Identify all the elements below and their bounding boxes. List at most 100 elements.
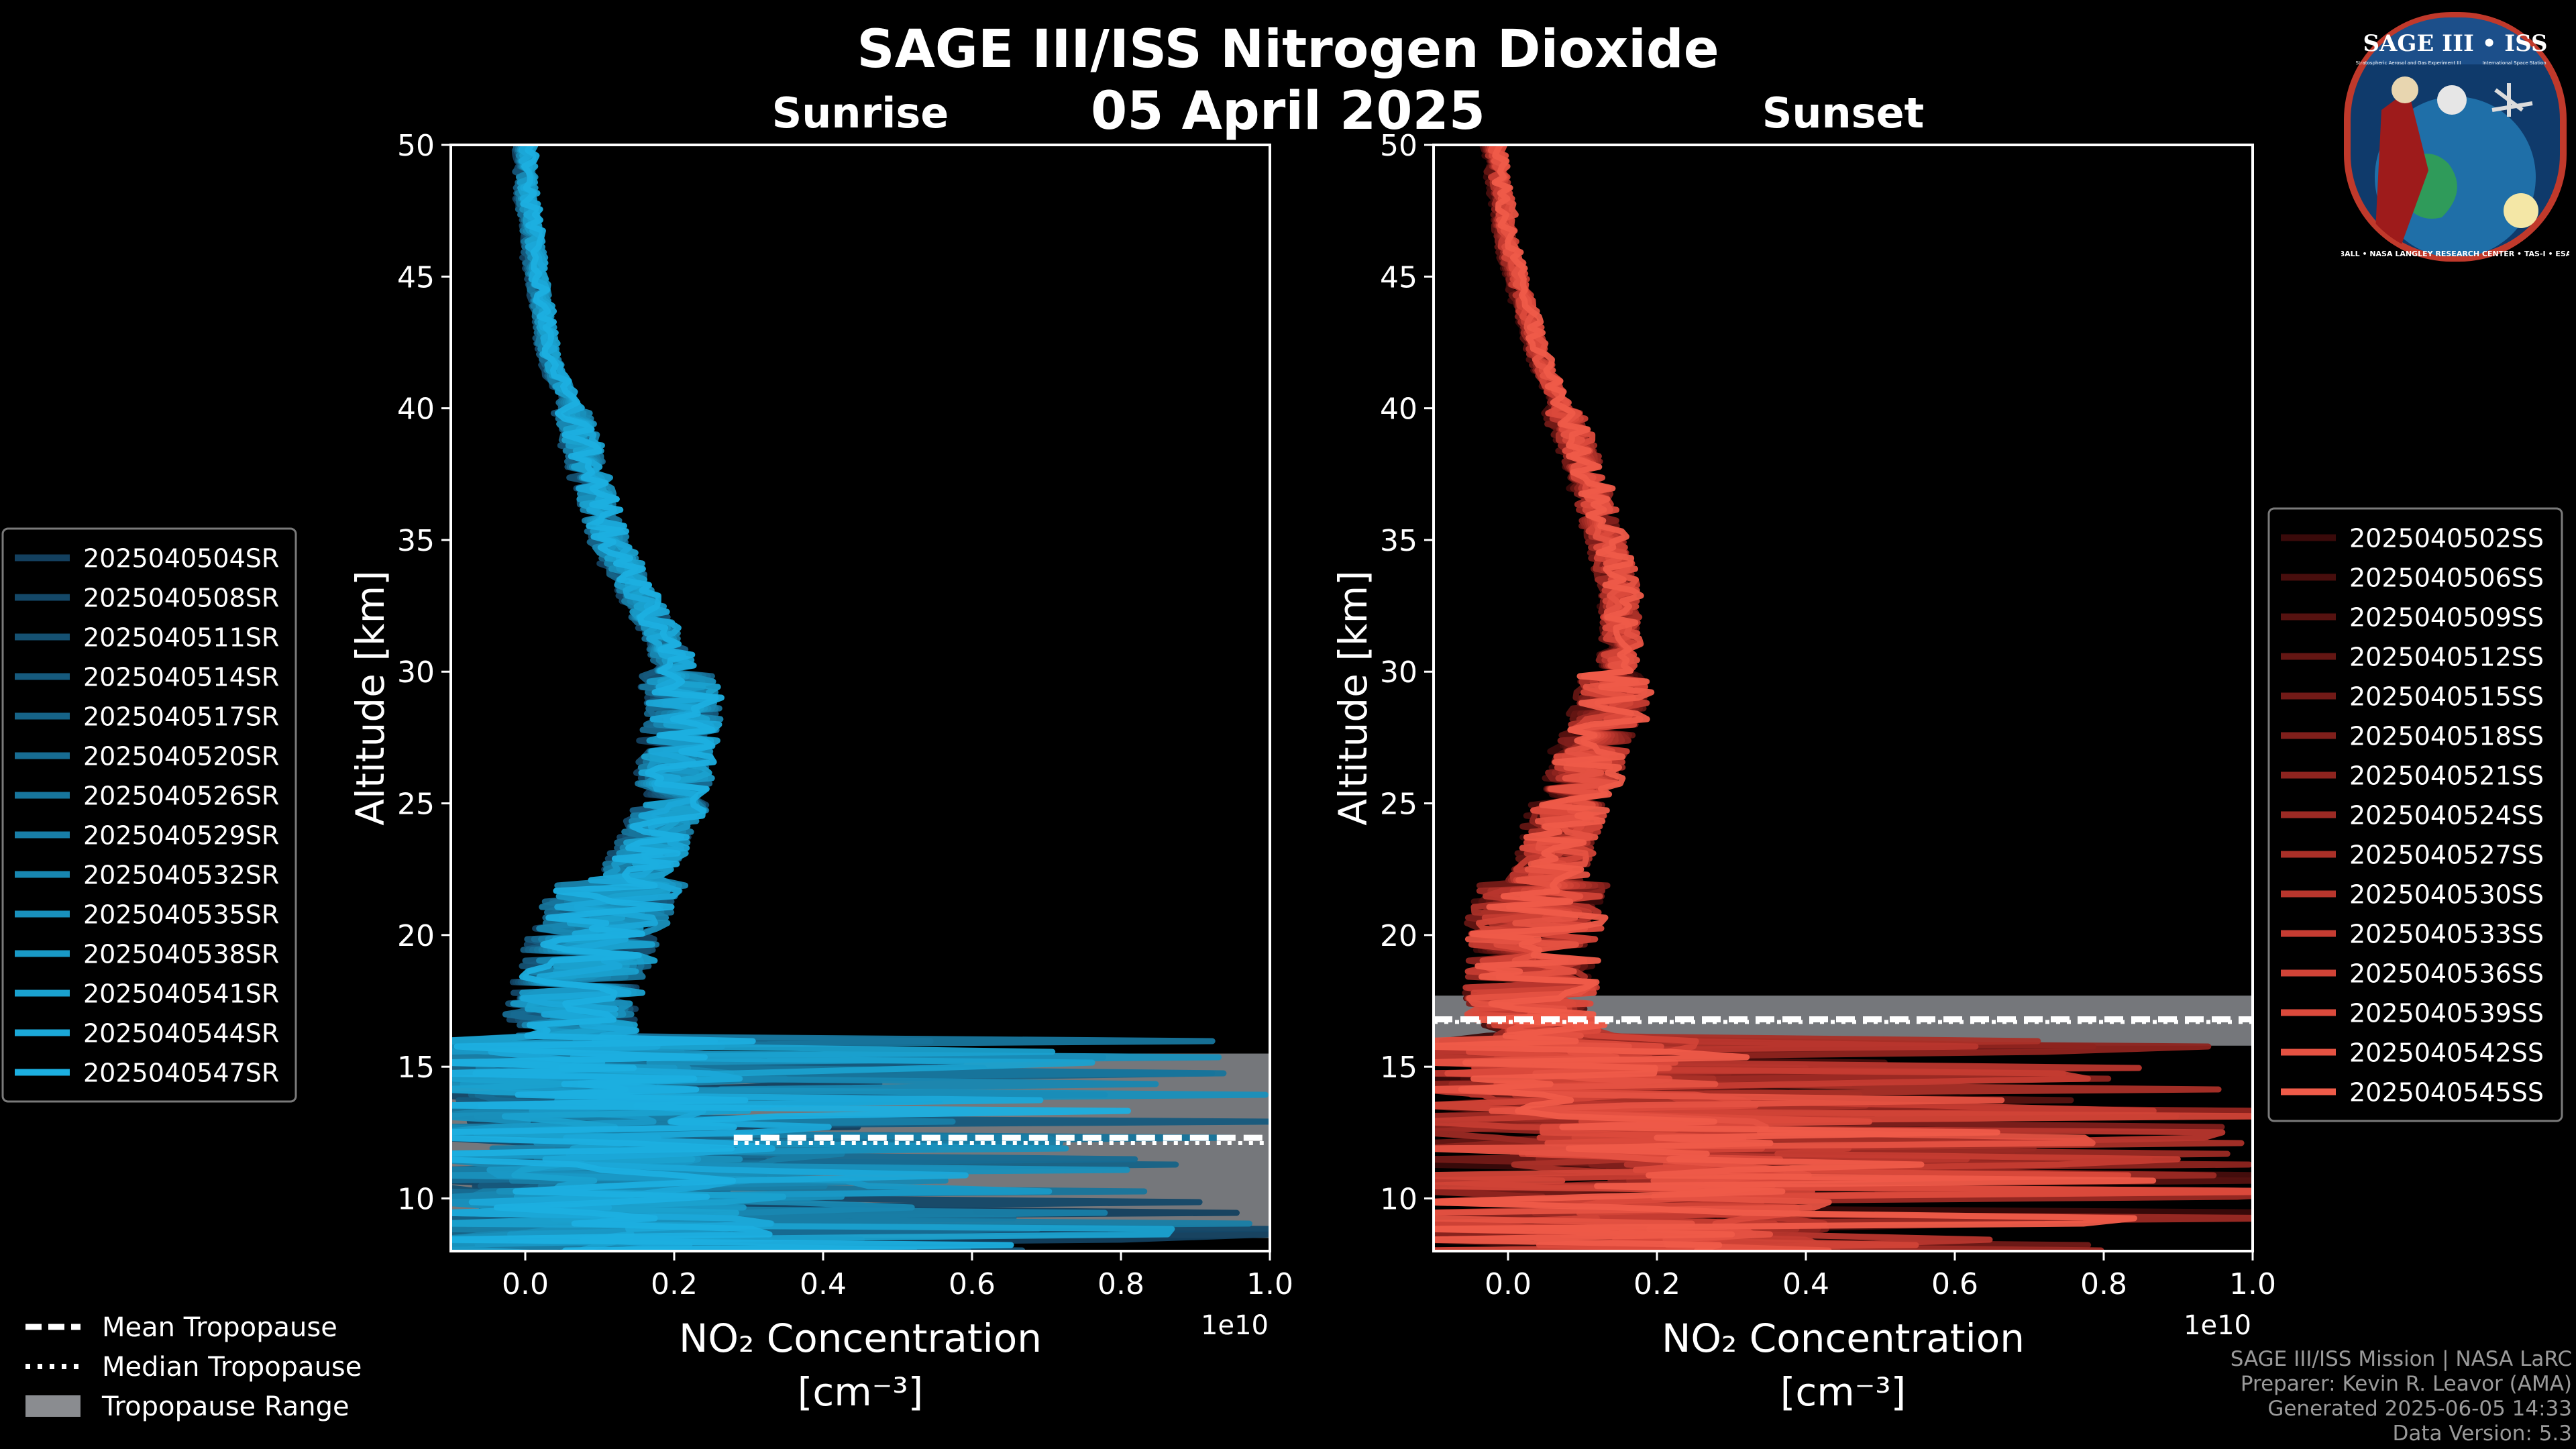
y-tick-label: 15 [397,1051,435,1085]
y-tick-label: 30 [1380,655,1417,690]
footer-preparer: Preparer: Kevin R. Leavor (AMA) [2240,1372,2572,1396]
x-tick-label: 0.0 [1485,1267,1532,1301]
y-tick-label: 25 [1380,788,1417,822]
sun-icon [2504,193,2538,228]
legend-label: 2025040512SS [2349,643,2544,672]
x-tick-label: 0.0 [502,1267,549,1301]
x-axis-label: NO₂ Concentration [679,1316,1042,1361]
sunrise-legend: 2025040504SR 2025040508SR 2025040511SR 2025… [1,527,297,1103]
legend-label: 2025040547SR [83,1059,279,1088]
y-axis-label: Altitude [km] [1330,570,1376,825]
legend-label: 2025040536SS [2349,959,2544,989]
y-tick-label: 40 [397,392,435,427]
legend-label: 2025040518SS [2349,722,2544,751]
tropopause-range-legend-icon [25,1395,80,1417]
y-tick-label: 50 [397,129,435,163]
patch-ring-text: BALL • NASA LANGLEY RESEARCH CENTER • TA… [2341,250,2569,258]
y-tick-label: 30 [397,655,435,690]
x-tick-label: 0.8 [2080,1267,2127,1301]
x-tick-label: 1.0 [2229,1267,2276,1301]
legend-label: 2025040508SR [83,584,279,613]
legend-label: 2025040533SS [2349,920,2544,949]
x-tick-label: 1.0 [1246,1267,1293,1301]
x-tick-label: 0.6 [1931,1267,1978,1301]
footer-version: Data Version: 5.3 [2392,1421,2572,1446]
y-tick-label: 15 [1380,1051,1417,1085]
legend-label: 2025040544SR [83,1019,279,1049]
legend-label: 2025040521SS [2349,761,2544,791]
footer-mission: SAGE III/ISS Mission | NASA LaRC [2230,1347,2572,1371]
figure-title: SAGE III/ISS Nitrogen Dioxide [857,19,1719,80]
profile-lines [451,145,1270,1251]
y-tick-label: 20 [1380,919,1417,953]
patch-title: SAGE III • ISS [2363,30,2547,57]
legend-label: 2025040517SR [83,702,279,732]
tropopause-legend-label: Median Tropopause [102,1352,362,1383]
tropopause-legend: Mean Tropopause Median Tropopause Tropopau… [25,1312,362,1422]
panel-subtitle: Sunrise [772,89,949,138]
legend-label: 2025040502SS [2349,524,2544,553]
figure-head-icon [2392,76,2418,103]
figure-robe-icon [2375,90,2428,244]
profile-lines [1434,145,2253,1251]
tropopause-legend-label: Mean Tropopause [102,1312,337,1343]
tropopause-legend-label: Tropopause Range [101,1391,350,1422]
y-tick-label: 35 [397,524,435,558]
sunset-legend: 2025040502SS 2025040506SS 2025040509SS 2025… [2267,507,2563,1122]
y-tick-label: 10 [1380,1182,1417,1216]
legend-frame [1,527,297,1103]
patch-caption-left: Stratospheric Aerosol and Gas Experiment… [2355,60,2461,66]
footer-credits: SAGE III/ISS Mission | NASA LaRC Prepare… [2231,1347,2572,1446]
legend-label: 2025040515SS [2349,682,2544,712]
x-tick-label: 0.8 [1097,1267,1144,1301]
legend-label: 2025040514SR [83,663,279,692]
y-tick-label: 25 [397,788,435,822]
legend-label: 2025040527SS [2349,841,2544,870]
legend-label: 2025040529SR [83,821,279,851]
sunset-panel: 10 15 20 25 30 35 40 45 50 0.0 0.2 0.4 0.6 0.8 1.0 Suns… [1330,89,2276,1415]
x-tick-label: 0.2 [1633,1267,1680,1301]
legend-label: 2025040511SR [83,623,279,653]
legend-label: 2025040506SS [2349,564,2544,593]
legend-label: 2025040504SR [83,544,279,574]
x-tick-label: 0.4 [800,1267,847,1301]
x-tick-label: 0.6 [949,1267,996,1301]
legend-label: 2025040530SS [2349,880,2544,910]
plot-frame [449,144,1271,1252]
x-axis-label: NO₂ Concentration [1662,1316,2025,1361]
figure-date: 05 April 2025 [1091,81,1485,142]
legend-label: 2025040532SR [83,861,279,890]
series-line-2025040545SS [1434,145,2157,1251]
y-axis-label: Altitude [km] [347,570,393,825]
legend-label: 2025040509SS [2349,603,2544,633]
legend-label: 2025040520SR [83,742,279,771]
y-tick-label: 50 [1380,129,1417,163]
x-axis-units: [cm⁻³] [798,1369,924,1415]
legend-label: 2025040541SR [83,979,279,1009]
y-tick-label: 45 [1380,260,1417,294]
legend-label: 2025040535SR [83,900,279,930]
footer-generated: Generated 2025-06-05 14:33 [2267,1397,2572,1421]
x-axis-scale-label: 1e10 [2184,1310,2251,1341]
legend-frame [2267,507,2563,1122]
sage-iii-iss-mission-patch: SAGE III • ISS Stratospheric Aerosol and… [2341,12,2569,262]
legend-label: 2025040539SS [2349,999,2544,1028]
x-tick-label: 0.2 [651,1267,698,1301]
x-axis-units: [cm⁻³] [1780,1369,1907,1415]
moon-icon [2437,85,2467,115]
panel-subtitle: Sunset [1762,89,1925,138]
sunrise-panel: 10 15 20 25 30 35 40 45 50 0.0 0.2 0.4 0.6 0.8 1.0 Sunr… [347,89,1293,1415]
y-tick-label: 10 [397,1182,435,1216]
plot-frame [1432,144,2254,1252]
series-line-2025040547SR [451,145,1131,1251]
legend-label: 2025040545SS [2349,1078,2544,1108]
y-tick-label: 40 [1380,392,1417,427]
legend-label: 2025040526SR [83,782,279,811]
space-station-icon [2491,83,2533,117]
x-axis-scale-label: 1e10 [1201,1310,1269,1341]
y-tick-label: 20 [397,919,435,953]
y-tick-label: 45 [397,260,435,294]
patch-caption-right: International Space Station [2482,60,2546,66]
